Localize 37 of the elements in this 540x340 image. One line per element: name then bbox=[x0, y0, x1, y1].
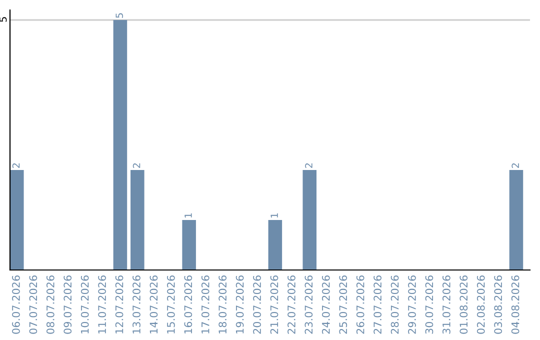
x-tick-label: 17.07.2026 bbox=[201, 276, 210, 334]
data-label: 2 bbox=[305, 163, 312, 168]
data-label: 2 bbox=[132, 163, 140, 168]
x-tick-label: 13.07.2026 bbox=[132, 276, 140, 334]
x-tick-label: 20.07.2026 bbox=[253, 276, 261, 334]
x-tick-label: 11.07.2026 bbox=[98, 276, 106, 334]
x-tick-label: 08.07.2026 bbox=[46, 276, 54, 334]
x-tick-label: 10.07.2026 bbox=[80, 276, 89, 334]
x-tick-label: 23.07.2026 bbox=[304, 276, 313, 334]
x-tick-label: 02.08.2026 bbox=[476, 276, 485, 334]
x-tick-label: 06.07.2026 bbox=[12, 276, 20, 334]
x-tick-label: 16.07.2026 bbox=[184, 276, 192, 334]
data-label: 1 bbox=[270, 213, 278, 218]
x-tick-label: 28.07.2026 bbox=[390, 276, 399, 334]
x-tick-label: 15.07.2026 bbox=[167, 276, 175, 334]
x-tick-label: 14.07.2026 bbox=[150, 276, 158, 334]
x-tick-label: 01.08.2026 bbox=[460, 276, 468, 334]
x-tick-label: 19.07.2026 bbox=[236, 276, 244, 334]
x-tick-label: 18.07.2026 bbox=[218, 276, 227, 334]
x-tick-label: 07.07.2026 bbox=[29, 276, 38, 334]
x-tick-label: 22.07.2026 bbox=[288, 276, 296, 334]
data-label: 2 bbox=[512, 163, 519, 168]
x-tick-label: 30.07.2026 bbox=[425, 276, 434, 334]
x-tick-label: 21.07.2026 bbox=[270, 276, 278, 334]
data-label: 5 bbox=[116, 13, 124, 18]
x-tick-label: 29.07.2026 bbox=[408, 276, 416, 334]
x-tick-label: 24.07.2026 bbox=[322, 276, 330, 334]
x-tick-label: 12.07.2026 bbox=[115, 276, 124, 334]
x-tick-label: 26.07.2026 bbox=[356, 276, 364, 334]
x-tick-label: 03.08.2026 bbox=[494, 276, 502, 334]
x-tick-label: 09.07.2026 bbox=[64, 276, 72, 334]
x-tick-label: 04.08.2026 bbox=[511, 276, 520, 334]
data-label: 1 bbox=[184, 213, 192, 218]
x-tick-label: 31.07.2026 bbox=[442, 276, 450, 334]
data-label: 2 bbox=[12, 163, 20, 168]
x-tick-label: 27.07.2026 bbox=[374, 276, 382, 334]
x-tick-label: 25.07.2026 bbox=[339, 276, 348, 334]
